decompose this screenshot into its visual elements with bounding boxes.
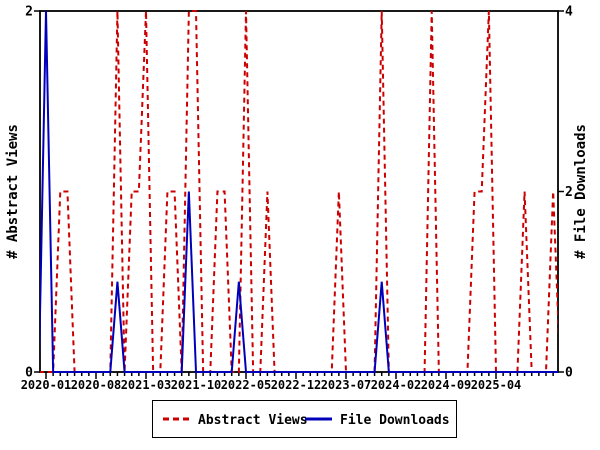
x-tick-label: 2022-05 — [221, 378, 272, 392]
x-tick-label: 2023-07 — [321, 378, 372, 392]
right-axis-title: # File Downloads — [573, 124, 589, 259]
file-downloads-line — [40, 10, 558, 373]
x-tick-label: 2021-03 — [121, 378, 172, 392]
x-tick-label: 2020-08 — [71, 378, 122, 392]
x-tick-label: 2024-02 — [371, 378, 422, 392]
file-downloads-legend-label: File Downloads — [340, 413, 450, 428]
left-axis-title: # Abstract Views — [5, 124, 21, 259]
legend-box — [152, 400, 457, 438]
x-tick-label: 2020-01 — [21, 378, 72, 392]
abstract-views-line — [40, 10, 558, 373]
left-axis-tick-label: 2 — [25, 5, 33, 20]
x-tick-label: 2025-04 — [471, 378, 522, 392]
legend: Abstract Views File Downloads — [152, 400, 457, 438]
left-axis-tick-label: 0 — [25, 366, 33, 381]
axis-tick-labels: 2020-01 2020-08 2021-03 2021-10 2022-05 2022-… — [21, 5, 573, 393]
right-axis-tick-label: 4 — [565, 5, 573, 20]
right-axis-tick-label: 0 — [565, 366, 573, 381]
x-tick-label: 2022-12 — [271, 378, 322, 392]
x-tick-label: 2024-09 — [421, 378, 472, 392]
right-axis-tick-label: 2 — [565, 185, 573, 200]
abstract-views-legend-label: Abstract Views — [198, 413, 308, 428]
x-tick-label: 2021-10 — [171, 378, 222, 392]
